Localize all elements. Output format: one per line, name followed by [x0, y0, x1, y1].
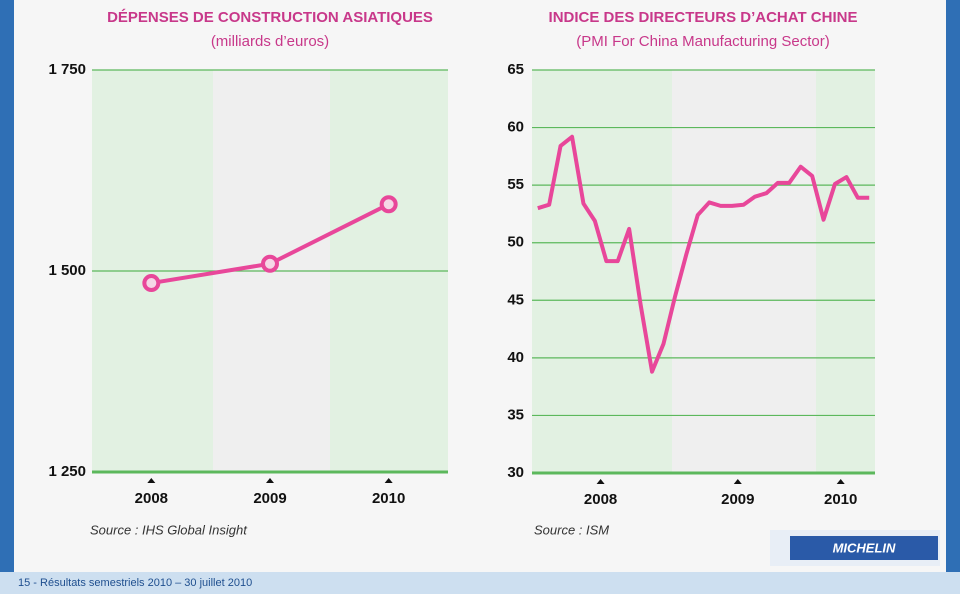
- y-tick-label: 60: [507, 119, 524, 136]
- x-tick-label: 2010: [372, 490, 405, 507]
- x-tick-label: 2009: [721, 491, 754, 508]
- tick-mark: [384, 478, 393, 483]
- left-stripe: [0, 0, 14, 594]
- y-tick-label: 1 750: [48, 61, 86, 78]
- marker: [261, 254, 279, 273]
- source: Source : IHS Global Insight: [90, 522, 248, 537]
- y-tick-label: 50: [507, 234, 524, 251]
- footer-band: [0, 572, 960, 594]
- tick-mark: [733, 479, 742, 484]
- year-band: [816, 70, 875, 473]
- x-tick-label: 2010: [824, 491, 857, 508]
- tick-mark: [266, 478, 274, 483]
- right-stripe: [946, 0, 960, 594]
- tick-mark: [836, 479, 845, 484]
- chart-title: DÉPENSES DE CONSTRUCTION ASIATIQUES: [107, 9, 433, 26]
- source: Source : ISM: [534, 522, 609, 537]
- logo-text: MICHELIN: [833, 540, 896, 555]
- chart-title: INDICE DES DIRECTEURS D’ACHAT CHINE: [549, 9, 858, 26]
- y-tick-label: 40: [507, 349, 524, 366]
- marker: [379, 195, 398, 214]
- marker: [142, 274, 161, 293]
- footer-text: 15 - Résultats semestriels 2010 – 30 jui…: [18, 577, 252, 589]
- y-tick-label: 35: [507, 406, 524, 423]
- year-band: [532, 70, 672, 473]
- y-tick-label: 1 250: [48, 463, 86, 480]
- x-tick-label: 2008: [135, 490, 168, 507]
- tick-mark: [147, 478, 156, 483]
- data-line: [537, 134, 870, 374]
- y-tick-label: 45: [507, 291, 524, 308]
- x-tick-label: 2008: [584, 491, 617, 508]
- y-tick-label: 55: [507, 176, 524, 193]
- y-tick-label: 65: [507, 61, 524, 78]
- x-tick-label: 2009: [253, 490, 286, 507]
- logo-box: [790, 536, 938, 560]
- chart-subtitle: (milliards d’euros): [211, 33, 329, 50]
- y-tick-label: 1 500: [48, 262, 86, 279]
- y-tick-label: 30: [507, 464, 524, 481]
- chart-subtitle: (PMI For China Manufacturing Sector): [576, 33, 829, 50]
- tick-mark: [596, 479, 605, 484]
